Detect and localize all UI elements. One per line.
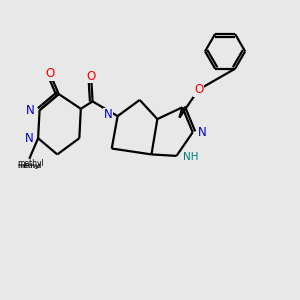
Text: N: N (26, 104, 34, 117)
Text: O: O (45, 67, 55, 80)
Text: O: O (86, 70, 96, 83)
Text: N: N (103, 108, 112, 121)
Text: O: O (194, 83, 203, 96)
Text: N: N (198, 126, 207, 139)
Text: methyl: methyl (17, 159, 44, 168)
Text: N: N (25, 132, 34, 145)
Text: NH: NH (183, 152, 199, 162)
Text: methyl: methyl (17, 163, 41, 169)
Text: methyl: methyl (18, 164, 40, 169)
